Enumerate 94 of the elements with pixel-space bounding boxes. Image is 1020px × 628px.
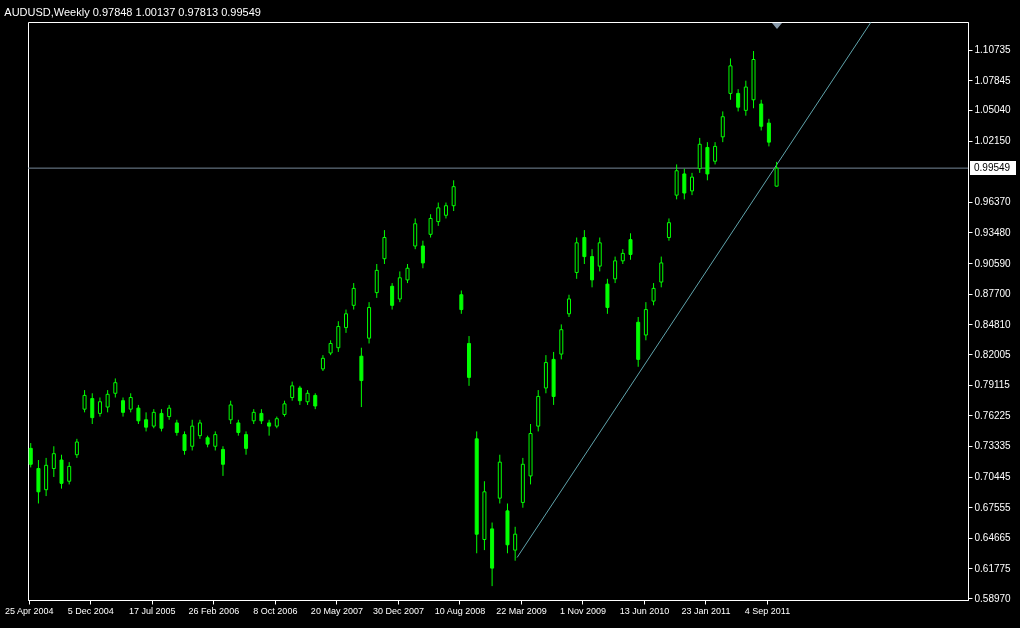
candlestick — [405, 263, 410, 284]
y-tick-label: 0.67555 — [974, 501, 1012, 513]
x-tick-label: 22 Mar 2009 — [496, 605, 547, 616]
candlestick — [766, 118, 771, 147]
candlestick — [597, 237, 602, 272]
y-tick-label: 0.76225 — [974, 409, 1012, 421]
y-tick-label: 0.79115 — [974, 379, 1011, 391]
candlestick — [105, 389, 110, 413]
ref-line-label: 0.99549 — [974, 162, 1011, 174]
y-tick-label: 0.70445 — [974, 471, 1012, 483]
candlestick — [159, 408, 164, 432]
x-tick-label: 30 Dec 2007 — [372, 605, 424, 616]
candlestick — [659, 256, 664, 288]
candlestick — [351, 282, 356, 311]
candlestick — [182, 430, 187, 456]
candlestick — [213, 430, 218, 451]
candlestick — [290, 381, 295, 402]
candlestick — [336, 320, 341, 353]
candlestick — [451, 179, 456, 212]
candlestick — [82, 389, 87, 413]
x-tick-label: 13 Jun 2010 — [619, 605, 670, 616]
candlestick — [113, 377, 118, 399]
y-tick-label: 0.61775 — [974, 562, 1012, 574]
y-tick-label: 0.90590 — [974, 257, 1012, 269]
y-tick-label: 1.05040 — [974, 104, 1012, 116]
candlestick — [566, 294, 571, 318]
x-tick-label: 8 Oct 2006 — [253, 605, 298, 616]
candlestick — [59, 454, 64, 490]
candlestick — [759, 99, 764, 131]
candlestick — [582, 229, 587, 265]
candlestick — [459, 290, 464, 315]
candlestick — [136, 404, 141, 425]
candlestick — [713, 141, 718, 165]
x-tick-label: 4 Sep 2011 — [744, 605, 791, 616]
candlestick — [190, 419, 195, 451]
candlestick — [128, 392, 133, 413]
y-tick-label: 0.87700 — [974, 288, 1012, 300]
candlestick — [121, 397, 126, 418]
candlestick — [390, 282, 395, 311]
candlestick — [144, 411, 149, 432]
candlestick — [413, 217, 418, 250]
x-tick-label: 1 Nov 2009 — [559, 605, 606, 616]
candlestick — [666, 217, 671, 242]
candlestick — [97, 397, 102, 418]
y-tick-label: 0.93480 — [974, 226, 1012, 238]
candlestick — [613, 256, 618, 284]
candlestick — [428, 213, 433, 239]
candlestick — [28, 442, 33, 468]
x-tick-label: 10 Aug 2008 — [434, 605, 486, 616]
candlestick — [220, 445, 225, 477]
y-tick-label: 0.96370 — [974, 196, 1012, 208]
candlestick — [690, 172, 695, 196]
candlestick — [682, 168, 687, 200]
candlestick — [297, 385, 302, 406]
candlestick — [436, 202, 441, 227]
candlestick — [420, 240, 425, 269]
candlestick — [774, 161, 779, 188]
x-tick-label: 26 Feb 2006 — [188, 605, 240, 616]
candlestick — [736, 88, 741, 112]
candlestick — [344, 309, 348, 334]
y-tick-label: 0.84810 — [974, 318, 1012, 330]
candlestick — [74, 438, 79, 459]
candlestick — [743, 80, 748, 117]
x-tick-label: 5 Dec 2004 — [67, 605, 114, 616]
y-tick-label: 1.07845 — [974, 74, 1012, 86]
x-tick-label: 25 Apr 2004 — [5, 605, 54, 616]
candlestick — [36, 459, 41, 504]
x-tick-label: 17 Jul 2005 — [129, 605, 176, 616]
y-tick-label: 0.73335 — [974, 440, 1012, 452]
y-tick-label: 0.82005 — [974, 348, 1012, 360]
y-tick-label: 1.10735 — [974, 44, 1012, 56]
candlestick — [244, 430, 249, 456]
chart-title: AUDUSD,Weekly 0.97848 1.00137 0.97813 0.99549 — [4, 6, 261, 18]
candlestick — [267, 419, 272, 437]
candlestick — [628, 232, 633, 261]
candlestick — [151, 408, 156, 429]
y-tick-label: 0.64665 — [974, 532, 1012, 544]
candlestick — [397, 270, 402, 303]
candlestick — [513, 526, 518, 562]
candlestick — [590, 248, 595, 288]
candlestick — [605, 278, 610, 315]
candlestick — [374, 263, 379, 299]
y-tick-label: 0.58970 — [974, 592, 1012, 604]
candlestick — [67, 461, 72, 485]
y-tick-label: 1.02150 — [974, 135, 1012, 147]
candlestick — [720, 110, 725, 143]
candlestick — [197, 419, 202, 440]
candlestick — [51, 445, 56, 478]
x-tick-label: 23 Jan 2011 — [681, 605, 731, 616]
candlestick — [90, 392, 95, 425]
candlestick — [382, 229, 387, 265]
candlestick — [228, 400, 233, 425]
candlestick — [651, 282, 656, 306]
x-tick-label: 20 May 2007 — [310, 605, 363, 616]
